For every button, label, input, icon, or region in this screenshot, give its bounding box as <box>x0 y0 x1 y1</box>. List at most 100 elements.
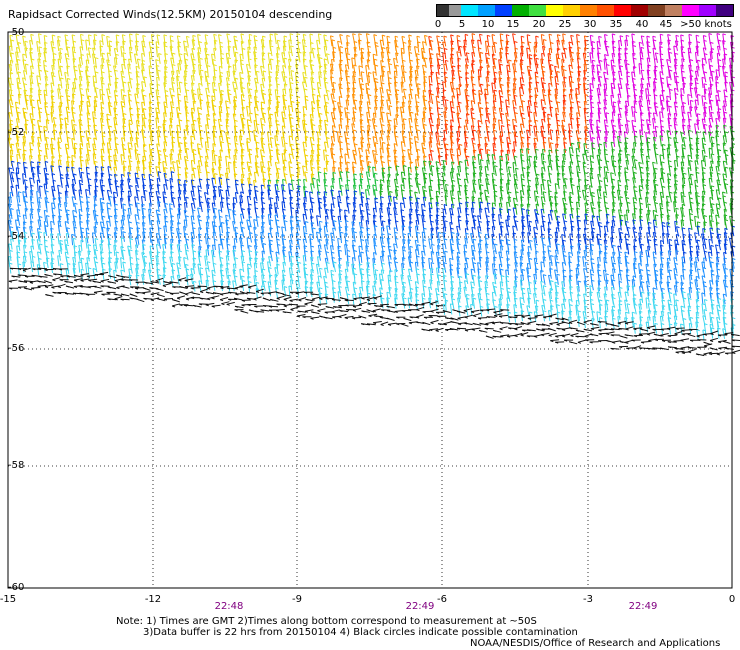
wind-barb-tick <box>549 47 553 50</box>
wind-barb <box>129 40 132 51</box>
wind-barb <box>652 112 656 124</box>
wind-barb <box>38 46 41 58</box>
wind-barb <box>311 48 315 59</box>
wind-barb <box>206 65 209 77</box>
wind-barb-tick <box>176 69 180 72</box>
wind-barb-tick <box>298 51 302 54</box>
wind-barb <box>372 136 376 147</box>
wind-barb <box>225 53 229 64</box>
wind-barb-tick <box>695 45 700 48</box>
wind-barb <box>654 153 658 165</box>
wind-barb-tick <box>86 59 90 62</box>
wind-barb-tick <box>226 52 230 55</box>
wind-barb <box>38 70 42 81</box>
wind-barb-tick <box>375 45 379 47</box>
wind-barb-tick <box>596 40 601 43</box>
wind-barb-tick <box>207 65 211 67</box>
wind-barb <box>646 57 650 69</box>
wind-barb <box>540 34 544 46</box>
wind-barb <box>85 66 88 78</box>
wind-barb <box>57 40 60 52</box>
wind-barb <box>632 66 636 77</box>
wind-barb-tick <box>106 59 110 62</box>
wind-barb <box>702 143 706 154</box>
wind-barb <box>716 144 719 155</box>
wind-barb <box>589 35 592 47</box>
wind-barb <box>534 120 538 131</box>
wind-barb-tick <box>95 57 99 60</box>
wind-barb <box>205 149 209 160</box>
wind-barb <box>442 52 445 64</box>
wind-barb-tick <box>533 45 538 48</box>
wind-barb-tick <box>365 64 369 67</box>
wind-barb <box>136 166 139 178</box>
wind-barb <box>381 111 384 123</box>
wind-barb-tick <box>261 39 265 41</box>
wind-barb <box>199 69 203 81</box>
wind-barb <box>709 65 712 77</box>
wind-barb-tick <box>232 70 237 73</box>
wind-barb-tick <box>169 45 174 48</box>
wind-barb-tick <box>381 51 385 54</box>
wind-barb <box>346 58 350 70</box>
wind-barb <box>135 33 138 45</box>
wind-barb <box>141 102 144 113</box>
wind-barb-tick <box>142 45 147 48</box>
wind-barb-tick <box>403 41 407 44</box>
wind-barb-tick <box>234 39 239 42</box>
wind-barb <box>625 63 629 75</box>
wind-barb <box>93 137 96 149</box>
wind-barb-tick <box>198 64 202 67</box>
wind-barb-tick <box>445 59 449 62</box>
wind-barb-tick <box>93 34 98 36</box>
wind-barb-tick <box>499 51 503 54</box>
wind-barb-tick <box>584 47 588 50</box>
wind-barb-tick <box>408 45 412 48</box>
wind-barb-tick <box>309 59 313 62</box>
wind-barb <box>338 124 341 136</box>
wind-barb <box>50 41 54 52</box>
wind-barb-tick <box>332 51 336 54</box>
wind-barb <box>232 70 236 82</box>
wind-barb <box>86 154 89 165</box>
wind-barb <box>155 166 159 177</box>
wind-barb-tick <box>436 35 440 38</box>
wind-barb-tick <box>234 59 239 62</box>
wind-barb-tick <box>52 34 56 37</box>
wind-barb <box>346 161 349 173</box>
wind-barb <box>218 83 221 94</box>
wind-barb <box>464 34 467 46</box>
wind-barb <box>24 41 28 52</box>
wind-barb-tick <box>529 57 533 60</box>
chart-title: Rapidsact Corrected Winds(12.5KM) 201501… <box>8 8 333 21</box>
wind-barb-tick <box>268 63 272 66</box>
wind-barb <box>596 136 600 148</box>
wind-barb-tick <box>590 34 594 37</box>
wind-barb-tick <box>253 46 258 49</box>
wind-barb-tick <box>360 51 365 54</box>
wind-barb <box>589 52 592 64</box>
wind-barb-tick <box>492 65 497 68</box>
wind-barb-tick <box>596 64 601 67</box>
wind-barb <box>374 106 377 118</box>
wind-barb-tick <box>668 65 672 68</box>
wind-barb-tick <box>387 51 391 54</box>
wind-barb <box>332 130 335 142</box>
wind-barb <box>295 58 298 70</box>
wind-barb-tick <box>652 47 657 50</box>
wind-barb-tick <box>499 47 504 50</box>
wind-barb <box>261 58 265 69</box>
wind-barb-tick <box>428 35 432 38</box>
wind-barb-tick <box>43 64 48 67</box>
wind-barb <box>45 148 48 159</box>
wind-barb <box>10 39 13 51</box>
wind-barb <box>30 161 33 173</box>
wind-barb <box>701 118 705 130</box>
wind-barb <box>304 76 308 88</box>
wind-barb <box>645 88 648 100</box>
wind-barb-tick <box>366 59 371 62</box>
wind-barb-tick <box>57 58 62 61</box>
wind-barb-tick <box>386 35 391 38</box>
wind-barb-tick <box>668 51 673 54</box>
wind-barb <box>527 41 531 52</box>
